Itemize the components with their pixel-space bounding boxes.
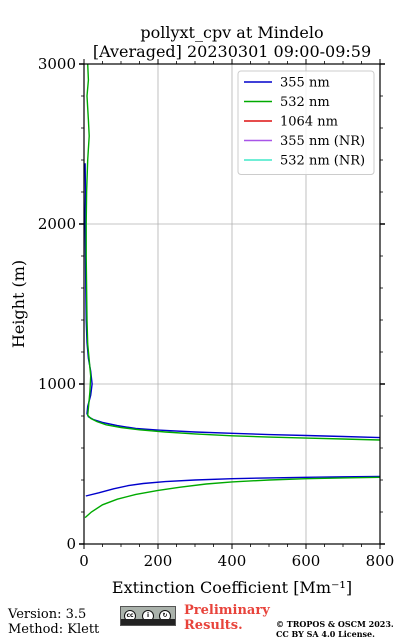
series-line-1	[84, 64, 380, 519]
y-tick-label: 1000	[38, 375, 76, 393]
y-axis-label: Height (m)	[9, 260, 28, 348]
x-tick-label: 200	[144, 552, 173, 570]
legend-label-1: 532 nm	[280, 95, 330, 110]
preliminary-results-note: Preliminary Results.	[184, 603, 270, 633]
y-tick-label: 0	[66, 535, 76, 553]
y-tick-label: 3000	[38, 55, 76, 73]
x-tick-label: 400	[218, 552, 247, 570]
version-label: Version: 3.5	[8, 607, 87, 622]
series-line-0	[84, 163, 380, 497]
cc-by-sa-license-badge: cc i ↻	[120, 606, 176, 626]
y-tick-label: 2000	[38, 215, 76, 233]
legend-box	[237, 70, 375, 175]
copyright-line-1: © TROPOS & OSCM 2023.	[276, 619, 394, 629]
copyright-note: © TROPOS & OSCM 2023. CC BY SA 4.0 Licen…	[276, 619, 394, 639]
legend-label-4: 532 nm (NR)	[280, 154, 365, 169]
legend-label-0: 355 nm	[280, 76, 330, 91]
axis-ticks: 0 200 400 600 800 0 1000 2000 3000	[38, 55, 395, 570]
chart-subtitle: [Averaged] 20230301 09:00-09:59	[93, 42, 371, 61]
x-tick-label: 600	[292, 552, 321, 570]
method-label: Method: Klett	[8, 622, 100, 637]
legend: 355 nm 532 nm 1064 nm 355 nm (NR) 532 nm (NR…	[237, 70, 375, 175]
x-tick-label: 0	[79, 552, 89, 570]
extinction-profile-chart: pollyxt_cpv at Mindelo [Averaged] 202303…	[9, 23, 395, 597]
x-tick-label: 800	[366, 552, 395, 570]
preliminary-line-1: Preliminary	[184, 603, 270, 618]
chart-title: pollyxt_cpv at Mindelo	[140, 23, 323, 42]
legend-label-2: 1064 nm	[280, 115, 338, 130]
series-group	[84, 64, 380, 519]
x-axis-label: Extinction Coefficient [Mm⁻¹]	[112, 578, 352, 597]
preliminary-line-2: Results.	[184, 618, 243, 633]
copyright-line-2: CC BY SA 4.0 License.	[276, 628, 375, 639]
legend-label-3: 355 nm (NR)	[280, 134, 365, 149]
